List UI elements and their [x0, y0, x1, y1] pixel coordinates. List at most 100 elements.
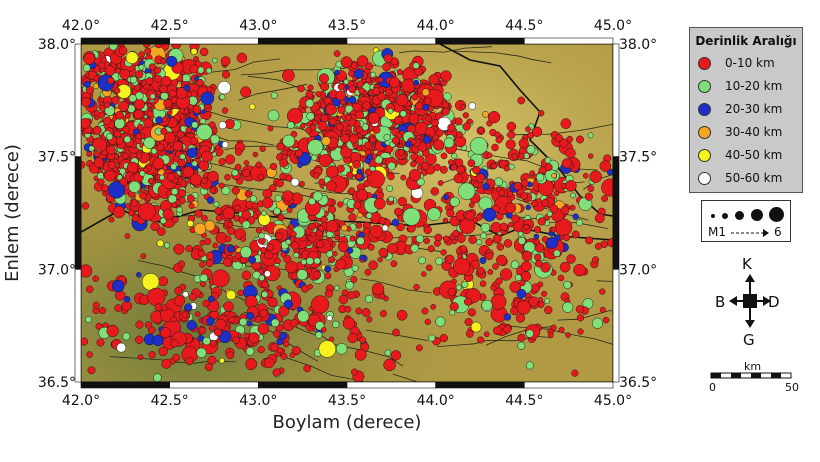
epicenter-marker: [224, 174, 231, 181]
epicenter-marker: [186, 320, 197, 331]
epicenter-marker: [264, 270, 271, 278]
epicenter-marker: [437, 180, 444, 186]
epicenter-marker: [503, 313, 512, 321]
epicenter-marker: [383, 133, 391, 141]
epicenter-marker: [167, 172, 176, 182]
epicenter-marker: [135, 335, 144, 344]
epicenter-marker: [177, 260, 186, 268]
epicenter-marker: [439, 333, 448, 343]
epicenter-marker: [154, 67, 162, 74]
epicenter-marker: [259, 145, 266, 152]
epicenter-marker: [352, 160, 361, 169]
epicenter-marker: [377, 76, 384, 83]
epicenter-marker: [224, 235, 232, 243]
epicenter-marker: [172, 140, 184, 152]
epicenter-marker: [83, 80, 91, 88]
epicenter-marker: [160, 127, 168, 135]
epicenter-marker: [517, 96, 526, 105]
epicenter-marker: [428, 334, 436, 342]
y-tick-right: 38.0°: [619, 37, 657, 53]
scale-end-label: 50: [785, 381, 799, 394]
epicenter-marker: [107, 181, 126, 199]
epicenter-marker: [167, 194, 177, 204]
epicenter-marker: [103, 101, 111, 109]
epicenter-marker: [135, 70, 144, 79]
epicenter-marker: [449, 309, 456, 316]
epicenter-marker: [554, 133, 563, 142]
epicenter-marker: [520, 192, 528, 200]
epicenter-marker: [518, 153, 525, 160]
epicenter-marker: [440, 249, 447, 256]
epicenter-marker: [394, 115, 403, 125]
epicenter-marker: [116, 342, 127, 353]
epicenter-marker: [282, 190, 294, 202]
epicenter-marker: [594, 242, 602, 250]
epicenter-marker: [447, 159, 454, 166]
y-axis-title: Enlem (derece): [2, 144, 23, 282]
epicenter-marker: [148, 326, 156, 334]
epicenter-marker: [418, 256, 426, 265]
epicenter-marker: [335, 123, 344, 132]
epicenter-marker: [503, 325, 512, 334]
y-tick-right: 37.5°: [619, 150, 657, 166]
epicenter-marker: [401, 78, 416, 93]
epicenter-marker: [286, 121, 295, 130]
epicenter-marker: [215, 318, 227, 331]
epicenter-marker: [325, 219, 339, 233]
epicenter-marker: [320, 114, 329, 123]
epicenter-marker: [345, 114, 352, 121]
x-tick-bottom: 42.5°: [151, 393, 189, 409]
epicenter-marker: [201, 214, 208, 222]
epicenter-marker: [198, 326, 206, 335]
epicenter-marker: [342, 317, 356, 330]
epicenter-marker: [130, 199, 139, 207]
epicenter-marker: [285, 238, 292, 245]
epicenter-marker: [241, 209, 251, 220]
epicenter-marker: [571, 230, 580, 239]
epicenter-marker: [455, 158, 464, 167]
epicenter-marker: [356, 189, 369, 202]
epicenter-marker: [261, 210, 267, 217]
epicenter-marker: [156, 143, 165, 152]
epicenter-marker: [144, 321, 153, 329]
epicenter-marker: [453, 257, 471, 275]
epicenter-marker: [355, 173, 363, 180]
epicenter-marker: [584, 192, 593, 201]
epicenter-marker: [122, 125, 130, 134]
epicenter-marker: [226, 351, 235, 360]
scale-bar: [710, 372, 792, 379]
epicenter-marker: [557, 274, 565, 282]
epicenter-marker: [525, 329, 534, 338]
epicenter-marker: [159, 58, 167, 65]
epicenter-marker: [305, 127, 313, 134]
epicenter-marker: [594, 213, 605, 224]
epicenter-marker: [147, 110, 154, 118]
epicenter-marker: [135, 320, 144, 329]
epicenter-marker: [601, 178, 613, 197]
epicenter-marker: [525, 204, 531, 211]
epicenter-marker: [174, 286, 183, 295]
epicenter-marker: [459, 217, 476, 235]
epicenter-marker: [544, 156, 552, 164]
epicenter-marker: [279, 172, 287, 181]
epicenter-marker: [189, 64, 199, 74]
y-tick-right: 36.5°: [619, 375, 657, 391]
epicenter-marker: [530, 200, 538, 207]
epicenter-marker: [462, 112, 469, 119]
epicenter-marker: [221, 70, 231, 79]
epicenter-marker: [495, 277, 503, 285]
epicenter-marker: [181, 311, 189, 319]
epicenter-marker: [576, 219, 584, 227]
epicenter-marker: [258, 232, 265, 240]
epicenter-marker: [257, 173, 265, 181]
epicenter-marker: [369, 136, 377, 144]
epicenter-marker: [382, 62, 392, 72]
epicenter-marker: [531, 126, 543, 137]
epicenter-marker: [462, 122, 471, 131]
epicenter-marker: [88, 145, 95, 152]
epicenter-marker: [492, 234, 502, 244]
epicenter-marker: [129, 76, 138, 84]
epicenter-marker: [286, 207, 293, 214]
epicenter-marker: [599, 160, 612, 172]
epicenter-marker: [81, 337, 89, 346]
